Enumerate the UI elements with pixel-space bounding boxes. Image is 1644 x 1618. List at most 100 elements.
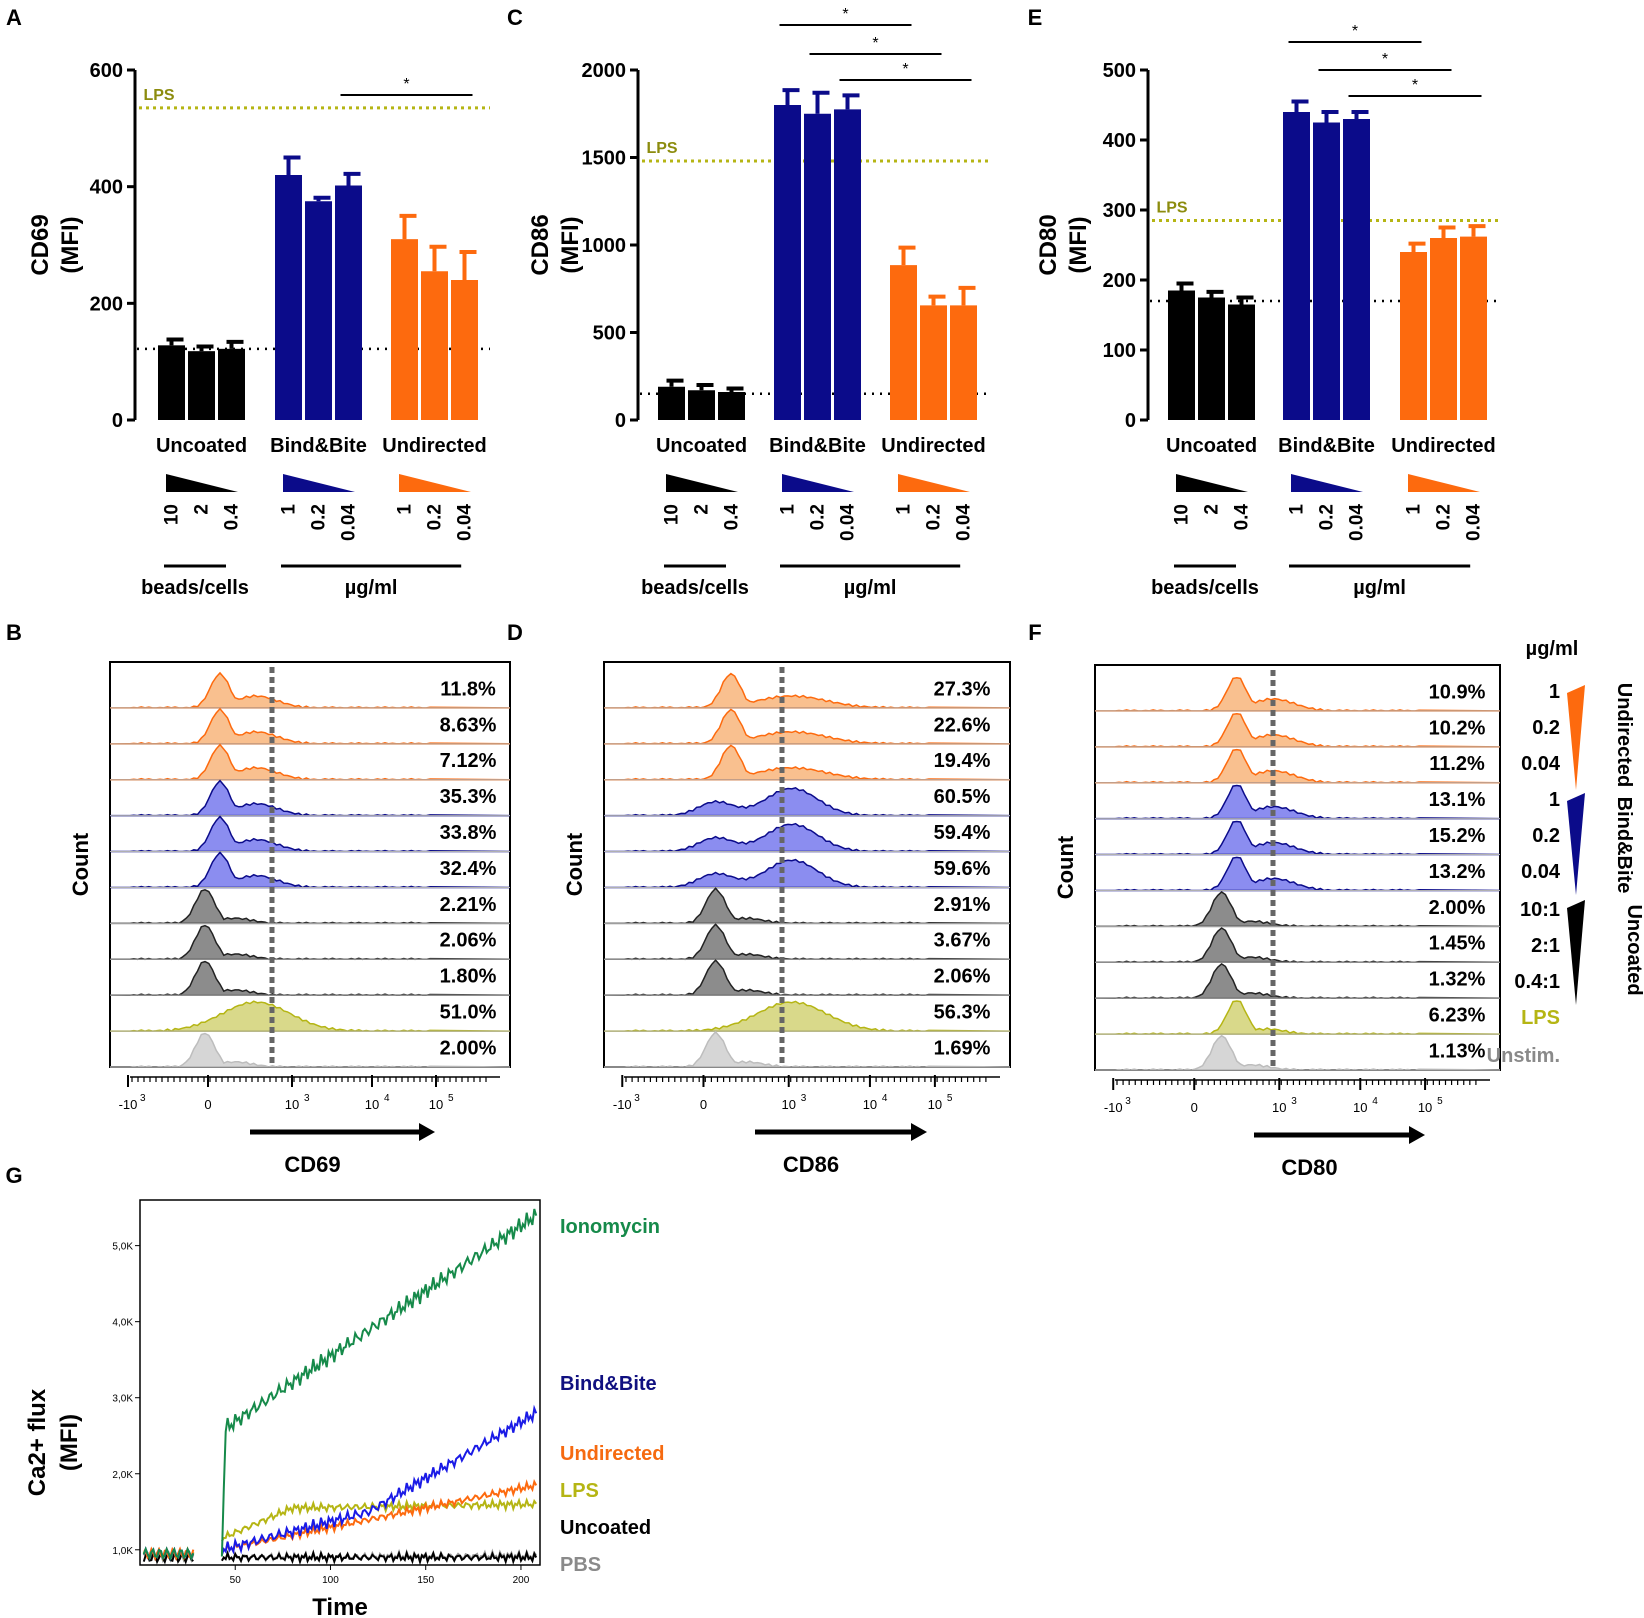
percent-label: 19.4% (934, 750, 991, 772)
series-label: LPS (560, 1480, 599, 1502)
percent-label: 2.21% (440, 894, 497, 916)
panel-letter-a: A (6, 5, 22, 30)
legend-label: 0.2 (1532, 717, 1560, 739)
percent-label: 11.8% (440, 678, 496, 700)
percent-label: 22.6% (934, 714, 991, 736)
percent-label: 10.2% (1429, 717, 1486, 739)
percent-label: 7.12% (440, 750, 497, 772)
bar (920, 305, 947, 420)
percent-label: 27.3% (934, 678, 991, 700)
legend-group-label-line: Uncoated (1623, 904, 1644, 995)
group-label-2: Undirected (1391, 435, 1495, 457)
percent-label: 51.0% (440, 1002, 497, 1024)
series-label: Uncoated (560, 1517, 651, 1539)
marker-arrow-head (1409, 1126, 1425, 1144)
x-axis-title: CD86 (783, 1152, 839, 1177)
bar (1228, 304, 1255, 420)
unit-label-beads: beads/cells (1151, 577, 1259, 599)
x-tick-label: 0 (204, 1097, 211, 1112)
bar-chart-cd69: 0 200 400 600 CD69 (MFI) LPS Uncoated 10 2 0.4 Bind… (27, 60, 490, 599)
bar (890, 265, 917, 420)
x-tick-label: 50 (230, 1575, 242, 1586)
group-label-1: Bind&Bite (769, 435, 866, 457)
bar (335, 185, 362, 420)
concentration-label: 0.2 (1434, 504, 1455, 530)
concentration-label: 0.04 (339, 504, 360, 541)
y-tick-label: 3,0K (112, 1394, 133, 1405)
y-tick-label: 2,0K (112, 1470, 133, 1481)
x-tick-exponent: 4 (882, 1093, 888, 1104)
x-axis-title: Time (312, 1594, 368, 1618)
group-label-1: Bind&Bite (270, 435, 367, 457)
x-tick-exponent: 3 (801, 1093, 807, 1104)
concentration-label: 1 (395, 504, 416, 515)
y-axis-title: CD80 (MFI) (1035, 214, 1092, 275)
y-tick-label: 0 (615, 410, 626, 432)
series-label: Bind&Bite (560, 1373, 657, 1395)
concentration-label: 1 (778, 504, 799, 515)
y-tick-label: 1500 (582, 148, 627, 170)
percent-label: 35.3% (440, 786, 497, 808)
legend-label: 0.4:1 (1514, 971, 1560, 993)
panel-letters: A B C D E F G (5, 5, 1042, 1188)
bar (1313, 122, 1340, 420)
bar (1460, 236, 1487, 420)
concentration-label: 2 (692, 504, 713, 515)
x-tick-label: 10 (1272, 1100, 1286, 1115)
x-axis-title: CD80 (1281, 1155, 1337, 1180)
significance-star: * (1382, 51, 1388, 68)
x-tick-label: 0 (700, 1097, 707, 1112)
y-tick-label: 300 (1103, 200, 1136, 222)
y-axis-title-line: CD69 (27, 214, 54, 275)
y-axis-title-line: (MFI) (57, 216, 84, 273)
bar (275, 175, 302, 420)
bar (834, 109, 861, 420)
y-axis-title-line: (MFI) (56, 1414, 83, 1471)
x-axis-title: CD69 (284, 1152, 340, 1177)
marker-arrow-head (419, 1123, 435, 1141)
concentration-label: 1 (1404, 504, 1425, 515)
plot-frame (139, 1199, 541, 1566)
concentration-ramp (283, 474, 355, 492)
legend-wedge-bindbite (1567, 793, 1585, 895)
concentration-label: 2 (1202, 504, 1223, 515)
panel-letter-e: E (1028, 5, 1043, 30)
legend-group-label: Bind&Bite (1613, 797, 1635, 894)
panel-letter-c: C (507, 5, 523, 30)
legend-label: 1 (1549, 789, 1560, 811)
x-tick-label: -10 (613, 1097, 632, 1112)
significance-star: * (403, 76, 409, 93)
bar (804, 113, 831, 420)
bar (718, 392, 745, 420)
percent-label: 15.2% (1429, 825, 1486, 847)
series-line-lps (142, 1497, 538, 1561)
concentration-ramp (666, 474, 738, 492)
bar (158, 345, 185, 420)
x-tick-exponent: 5 (947, 1093, 953, 1104)
percent-label: 60.5% (934, 786, 991, 808)
percent-label: 2.00% (1429, 897, 1486, 919)
group-label-1: Bind&Bite (1278, 435, 1375, 457)
percent-label: 10.9% (1429, 681, 1486, 703)
significance-star: * (1412, 77, 1418, 94)
y-tick-label: 1,0K (112, 1546, 133, 1557)
bar (658, 386, 685, 420)
bar (421, 271, 448, 420)
percent-label: 6.23% (1429, 1005, 1486, 1027)
concentration-label: 0.4 (722, 504, 743, 531)
legend-label: 1 (1549, 681, 1560, 703)
percent-label: 1.32% (1429, 969, 1486, 991)
percent-label: 13.1% (1429, 789, 1486, 811)
y-axis-title: Ca2+ flux (MFI) (24, 1388, 83, 1496)
concentration-ramp (166, 474, 238, 492)
x-tick-exponent: 3 (634, 1093, 640, 1104)
concentration-label: 10 (1172, 504, 1193, 525)
concentration-label: 10 (162, 504, 183, 525)
marker-arrow-head (911, 1123, 927, 1141)
x-tick-exponent: 4 (384, 1093, 390, 1104)
histogram-legend: µg/ml 1 0.2 0.04 1 0.2 0.04 10:1 2:1 0.4:1 LPS Unst… (1487, 638, 1644, 1067)
bar (451, 280, 478, 420)
concentration-label: 1 (1287, 504, 1308, 515)
significance-star: * (1352, 23, 1358, 40)
